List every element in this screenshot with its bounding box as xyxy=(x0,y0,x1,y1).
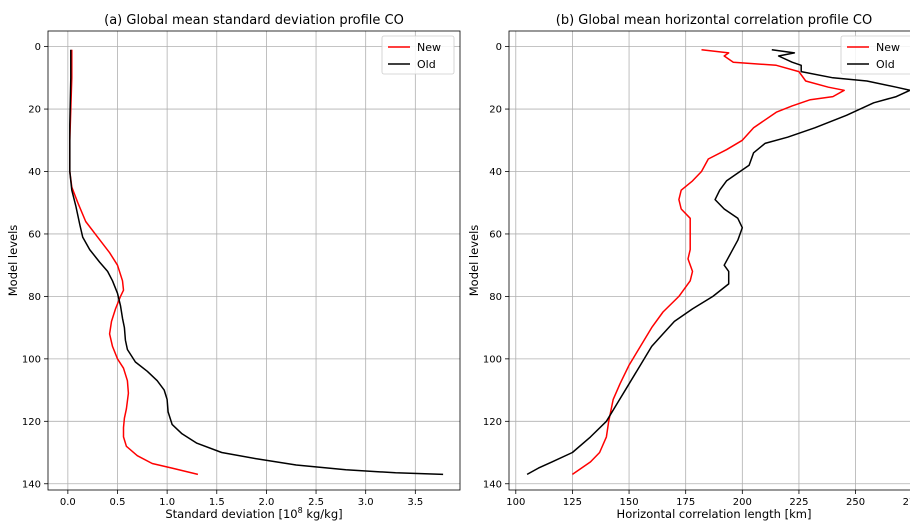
y-axis-label: Model levels xyxy=(467,225,481,297)
x-tick-label: 250 xyxy=(846,497,865,508)
plot-frame xyxy=(47,30,461,491)
y-tick-label: 100 xyxy=(22,354,41,365)
x-tick-label: 0.5 xyxy=(110,497,126,508)
x-tick-label: 200 xyxy=(733,497,752,508)
y-tick-label: 40 xyxy=(489,167,502,178)
x-tick-label: 2.0 xyxy=(258,497,274,508)
x-tick-label: 3.5 xyxy=(407,497,423,508)
chart-panel-a: 0.0 0.5 1.0 1.5 2.0 2.5 3.0 3.5 0 20 40 60 80 100 120 1… xyxy=(6,13,461,521)
y-tick-label: 80 xyxy=(489,292,502,303)
y-tick-label: 0 xyxy=(35,42,41,53)
y-tick-label: 20 xyxy=(28,105,41,116)
y-tick-label: 140 xyxy=(483,479,502,490)
series-line-new xyxy=(69,49,199,476)
y-tick-label: 80 xyxy=(28,292,41,303)
x-tick-label: 2.5 xyxy=(308,497,324,508)
legend: New Old xyxy=(840,35,910,75)
x-axis-label: Standard deviation [108 kg/kg] xyxy=(165,506,342,521)
series-line-new xyxy=(571,48,845,476)
x-tick-label: 1.5 xyxy=(209,497,225,508)
legend-label-new: New xyxy=(876,41,900,54)
x-tick-label: 175 xyxy=(676,497,695,508)
legend: New Old xyxy=(381,35,455,75)
y-tick-label: 60 xyxy=(489,229,502,240)
x-tick-label: 1.0 xyxy=(159,497,175,508)
series-line-old xyxy=(69,49,444,476)
x-tick-label: 275 xyxy=(903,497,910,508)
x-tick-label: 150 xyxy=(620,497,639,508)
series-line-old xyxy=(526,48,910,476)
x-axis-label: Horizontal correlation length [km] xyxy=(617,507,812,521)
y-tick-label: 140 xyxy=(22,479,41,490)
x-axis-label-superscript: 8 xyxy=(298,506,303,515)
chart-title: (b) Global mean horizontal correlation p… xyxy=(556,13,873,28)
chart-title: (a) Global mean standard deviation profi… xyxy=(104,13,404,28)
y-tick-label: 0 xyxy=(496,42,502,53)
y-tick-label: 120 xyxy=(483,417,502,428)
plot-frame xyxy=(508,30,910,491)
chart-panel-b: 100 125 150 175 200 225 250 275 0 20 40 60 80 100 120 1… xyxy=(467,13,910,521)
y-tick-label: 60 xyxy=(28,229,41,240)
x-tick-label: 3.0 xyxy=(358,497,374,508)
x-tick-label: 100 xyxy=(506,497,525,508)
x-axis-label-suffix: kg/kg] xyxy=(303,507,343,521)
x-tick-label: 225 xyxy=(789,497,808,508)
y-tick-label: 120 xyxy=(22,417,41,428)
y-tick-label: 20 xyxy=(489,105,502,116)
x-axis-label-prefix: Standard deviation [10 xyxy=(165,507,297,521)
y-tick-label: 40 xyxy=(28,167,41,178)
legend-label-old: Old xyxy=(876,58,895,71)
x-tick-label: 0.0 xyxy=(60,497,76,508)
legend-label-old: Old xyxy=(417,58,436,71)
y-axis-label: Model levels xyxy=(6,225,20,297)
x-tick-label: 125 xyxy=(563,497,582,508)
y-tick-label: 100 xyxy=(483,354,502,365)
legend-label-new: New xyxy=(417,41,441,54)
